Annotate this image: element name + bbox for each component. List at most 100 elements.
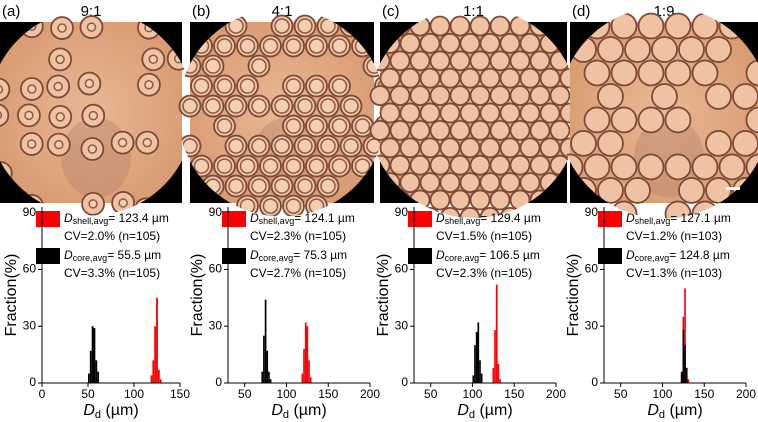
droplet <box>419 102 441 124</box>
x-label-subscript: d <box>95 409 101 421</box>
droplet <box>691 59 719 87</box>
droplet <box>439 33 461 54</box>
x-tick-label: 50 <box>424 387 438 401</box>
histogram-bar <box>269 379 272 383</box>
droplet <box>539 67 561 89</box>
legend-subscript: core,avg <box>73 253 108 263</box>
legend-subscript: core,avg <box>259 253 294 263</box>
droplet-core <box>27 84 37 94</box>
droplet <box>705 83 732 110</box>
legend-symbol: D <box>64 248 73 262</box>
droplet-core <box>297 98 313 114</box>
histogram-bar <box>479 360 481 383</box>
legend-label: Dcore,avg= 75.3 µm <box>250 248 347 263</box>
legend-symbol: D <box>626 248 635 262</box>
droplet <box>449 85 471 106</box>
histogram-bar <box>475 331 478 383</box>
histogram-bar <box>480 373 483 383</box>
histogram-bar <box>303 348 305 383</box>
droplet <box>429 119 451 141</box>
droplet <box>509 15 531 37</box>
panel-label: (c) <box>382 3 400 20</box>
droplet <box>664 106 692 134</box>
droplet <box>499 102 521 124</box>
droplet-core <box>216 38 233 54</box>
legend-value: = 127.1 µm <box>670 211 731 225</box>
histogram-bar <box>682 330 685 383</box>
droplet-core <box>118 198 128 208</box>
droplet <box>419 137 441 159</box>
droplet-core <box>239 78 256 94</box>
droplet <box>705 36 732 63</box>
droplet <box>499 172 521 194</box>
droplet-core <box>285 78 302 94</box>
x-tick-label: 150 <box>504 387 524 401</box>
droplet <box>664 12 692 40</box>
droplet <box>439 137 461 159</box>
droplet-core <box>228 178 244 194</box>
histogram-bar <box>680 371 683 383</box>
droplet <box>664 200 692 219</box>
droplet-core <box>144 80 154 90</box>
legend-value: = 106.5 µm <box>479 248 540 262</box>
droplet-core <box>216 118 233 134</box>
droplet-core <box>320 138 336 154</box>
legend-swatch <box>36 248 60 264</box>
droplet <box>509 189 531 211</box>
x-label-unit: (µm) <box>669 402 702 419</box>
droplet-core <box>239 38 256 54</box>
legend-swatch <box>36 211 60 227</box>
droplet <box>409 50 431 72</box>
droplet <box>399 67 421 89</box>
x-tick-label: 100 <box>124 387 144 401</box>
droplet <box>439 67 461 89</box>
legend-subscript: shell,avg <box>635 216 671 226</box>
droplet <box>549 119 571 141</box>
droplet <box>610 59 638 87</box>
droplet <box>459 33 481 54</box>
droplet-core <box>228 98 244 114</box>
droplet-core <box>24 110 34 121</box>
y-axis-label: Fraction(%) <box>375 254 392 337</box>
droplet-core <box>88 199 98 209</box>
droplet <box>479 137 501 159</box>
droplet-core <box>84 78 95 89</box>
histogram-bar <box>264 299 267 383</box>
droplet <box>489 50 511 72</box>
droplet <box>489 154 511 176</box>
droplet <box>732 130 758 157</box>
droplet <box>624 36 651 63</box>
droplet <box>459 172 481 194</box>
droplet <box>409 119 431 141</box>
x-tick-label: 0 <box>39 387 46 401</box>
histogram-bar <box>499 379 501 383</box>
droplet-core <box>216 78 233 94</box>
droplet <box>479 102 501 124</box>
histogram-bar <box>306 326 309 383</box>
x-axis-label: Dd (µm) <box>83 402 138 421</box>
droplet <box>610 12 638 40</box>
droplet <box>583 153 611 181</box>
droplet-core <box>354 118 371 134</box>
droplet <box>745 200 758 219</box>
y-tick-label: 90 <box>209 205 223 219</box>
droplet-core <box>251 178 267 194</box>
droplet <box>369 85 391 106</box>
droplet-core <box>57 23 67 33</box>
droplet <box>459 137 481 159</box>
legend-value: = 124.8 µm <box>669 248 730 262</box>
panel-label: (d) <box>572 3 590 20</box>
x-axis-label: Dd (µm) <box>271 402 326 421</box>
legend-cv: CV=1.5% (n=105) <box>436 229 532 243</box>
y-tick-label: 60 <box>23 262 37 276</box>
legend-subscript: shell,avg <box>259 216 295 226</box>
y-tick-label: 60 <box>585 262 599 276</box>
histogram-bar <box>494 330 496 383</box>
droplet <box>489 119 511 141</box>
droplet <box>637 12 665 40</box>
droplet <box>469 15 491 37</box>
x-label-symbol: D <box>457 402 469 419</box>
droplet <box>597 36 624 63</box>
droplet-core <box>331 38 348 54</box>
legend-swatch <box>222 248 246 264</box>
